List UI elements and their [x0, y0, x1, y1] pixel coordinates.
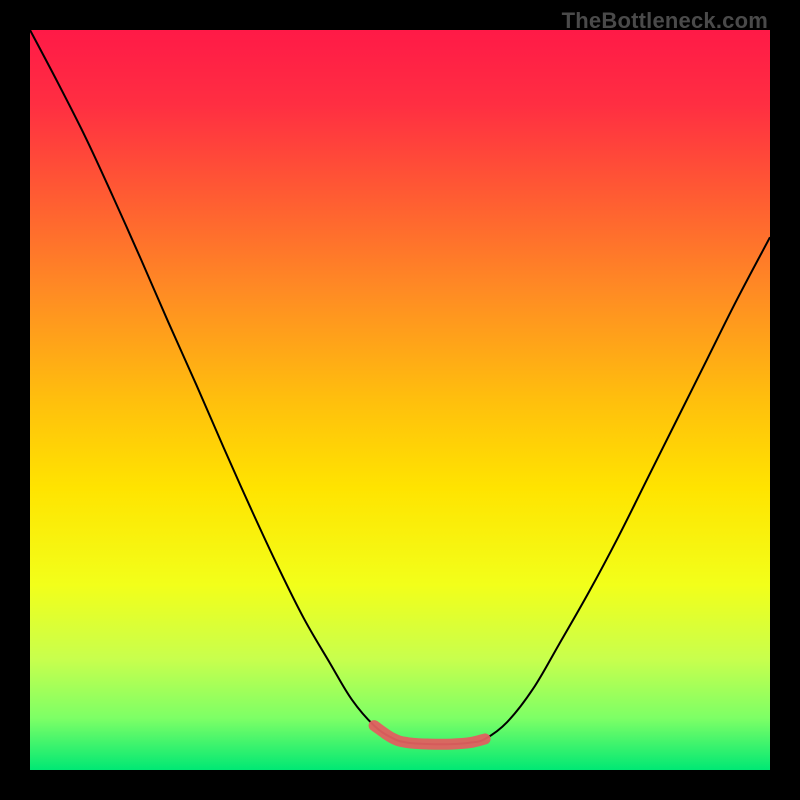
curve-svg — [30, 30, 770, 770]
plot-area — [30, 30, 770, 770]
optimal-range-highlight — [374, 726, 485, 745]
chart-root: TheBottleneck.com — [0, 0, 800, 800]
bottleneck-curve — [30, 30, 770, 744]
watermark-text: TheBottleneck.com — [562, 8, 768, 34]
